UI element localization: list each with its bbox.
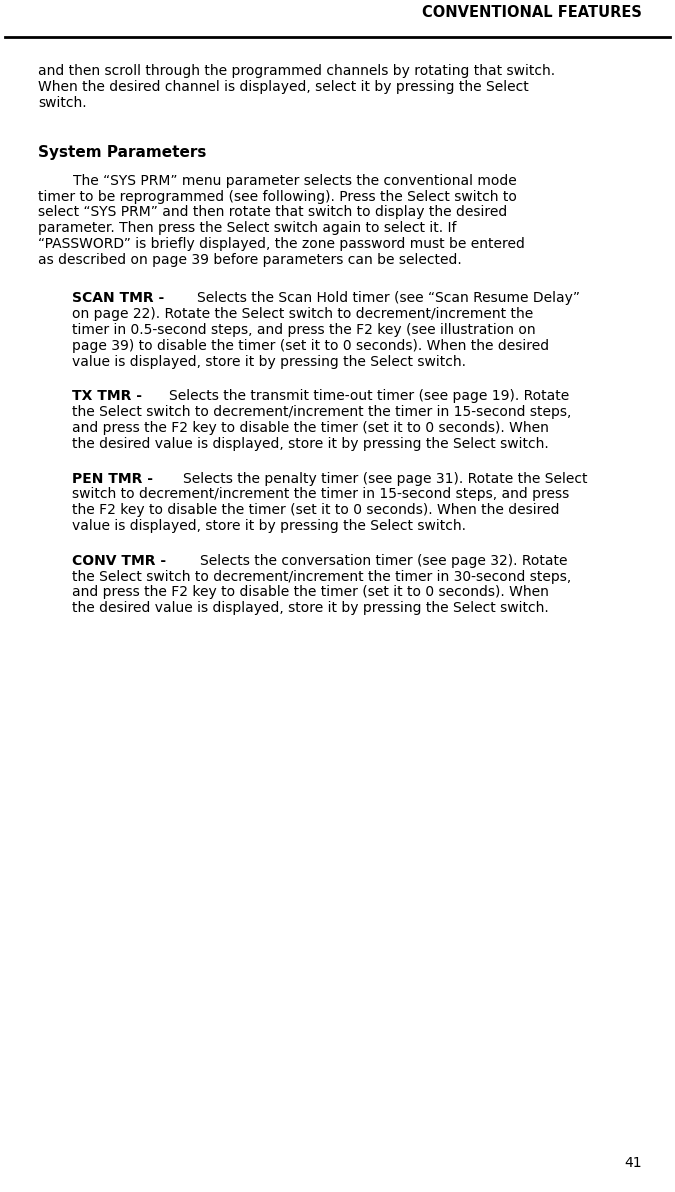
Text: switch.: switch. [38,95,86,110]
Text: the Select switch to decrement/increment the timer in 15-second steps,: the Select switch to decrement/increment… [72,405,571,420]
Text: CONVENTIONAL FEATURES: CONVENTIONAL FEATURES [422,5,642,20]
Text: parameter. Then press the Select switch again to select it. If: parameter. Then press the Select switch … [38,222,456,235]
Text: select “SYS PRM” and then rotate that switch to display the desired: select “SYS PRM” and then rotate that sw… [38,205,507,219]
Text: 41: 41 [624,1156,642,1171]
Text: SCAN TMR -: SCAN TMR - [72,291,169,305]
Text: the desired value is displayed, store it by pressing the Select switch.: the desired value is displayed, store it… [72,601,549,615]
Text: page 39) to disable the timer (set it to 0 seconds). When the desired: page 39) to disable the timer (set it to… [72,339,549,353]
Text: on page 22). Rotate the Select switch to decrement/increment the: on page 22). Rotate the Select switch to… [72,308,533,321]
Text: and then scroll through the programmed channels by rotating that switch.: and then scroll through the programmed c… [38,64,555,77]
Text: timer in 0.5-second steps, and press the F2 key (see illustration on: timer in 0.5-second steps, and press the… [72,323,536,337]
Text: Selects the conversation timer (see page 32). Rotate: Selects the conversation timer (see page… [200,554,567,567]
Text: and press the F2 key to disable the timer (set it to 0 seconds). When: and press the F2 key to disable the time… [72,585,549,600]
Text: The “SYS PRM” menu parameter selects the conventional mode: The “SYS PRM” menu parameter selects the… [38,174,517,188]
Text: switch to decrement/increment the timer in 15-second steps, and press: switch to decrement/increment the timer … [72,488,569,502]
Text: “PASSWORD” is briefly displayed, the zone password must be entered: “PASSWORD” is briefly displayed, the zon… [38,237,525,252]
Text: the Select switch to decrement/increment the timer in 30-second steps,: the Select switch to decrement/increment… [72,570,571,584]
Text: the desired value is displayed, store it by pressing the Select switch.: the desired value is displayed, store it… [72,436,549,451]
Text: value is displayed, store it by pressing the Select switch.: value is displayed, store it by pressing… [72,355,466,368]
Text: the F2 key to disable the timer (set it to 0 seconds). When the desired: the F2 key to disable the timer (set it … [72,503,560,517]
Text: Selects the penalty timer (see page 31). Rotate the Select: Selects the penalty timer (see page 31).… [183,472,587,485]
Text: Selects the Scan Hold timer (see “Scan Resume Delay”: Selects the Scan Hold timer (see “Scan R… [197,291,580,305]
Text: CONV TMR -: CONV TMR - [72,554,171,567]
Text: timer to be reprogrammed (see following). Press the Select switch to: timer to be reprogrammed (see following)… [38,190,517,204]
Text: When the desired channel is displayed, select it by pressing the Select: When the desired channel is displayed, s… [38,80,529,94]
Text: PEN TMR -: PEN TMR - [72,472,158,485]
Text: as described on page 39 before parameters can be selected.: as described on page 39 before parameter… [38,253,462,267]
Text: value is displayed, store it by pressing the Select switch.: value is displayed, store it by pressing… [72,519,466,533]
Text: Selects the transmit time-out timer (see page 19). Rotate: Selects the transmit time-out timer (see… [169,390,569,403]
Text: System Parameters: System Parameters [38,145,207,161]
Text: TX TMR -: TX TMR - [72,390,147,403]
Text: and press the F2 key to disable the timer (set it to 0 seconds). When: and press the F2 key to disable the time… [72,421,549,435]
